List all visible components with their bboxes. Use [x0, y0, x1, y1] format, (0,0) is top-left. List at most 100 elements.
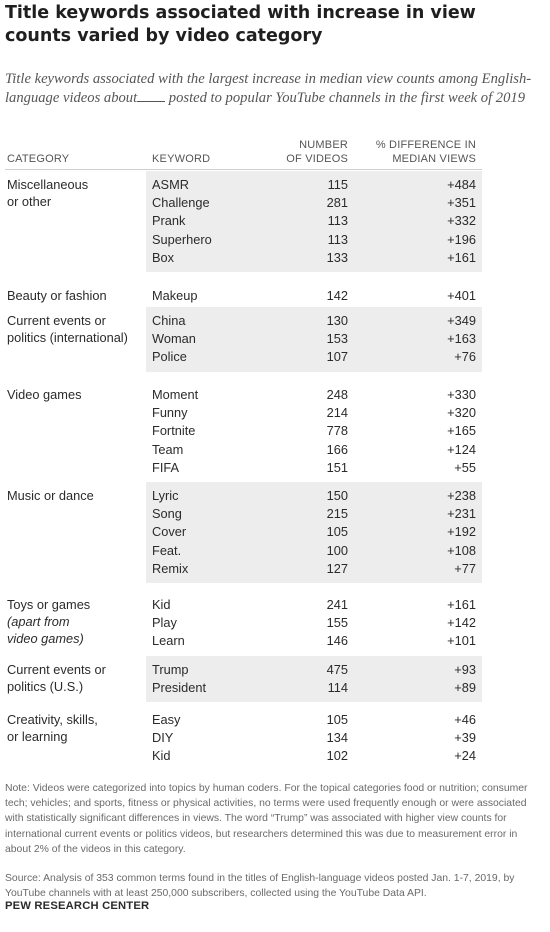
keyword-cell: Team [152, 441, 184, 457]
pct-difference-cell: +46 [454, 712, 476, 727]
keyword-cell: Play [152, 615, 177, 631]
video-count-cell: 281 [326, 195, 348, 211]
pct-difference-cell: +163 [447, 331, 476, 347]
subtitle-part-2: posted to popular YouTube channels in th… [168, 90, 525, 106]
pct-difference-cell: +161 [447, 249, 476, 265]
video-count-cell: 142 [326, 288, 348, 303]
video-count-cell: 475 [326, 662, 348, 677]
video-count-cell: 241 [326, 597, 348, 612]
video-count-cell: 166 [326, 441, 348, 457]
video-count-cell: 113 [327, 213, 348, 229]
category-label: Current events or [7, 662, 106, 677]
footnote: Note: Videos were categorized into topic… [5, 781, 545, 857]
video-count-cell: 151 [326, 459, 348, 475]
pct-difference-cell: +124 [447, 441, 476, 457]
pct-difference-cell: +77 [454, 560, 476, 576]
pct-difference-cell: +484 [447, 177, 476, 192]
video-count-cell: 133 [326, 249, 348, 265]
chart-subtitle: Title keywords associated with the large… [5, 70, 545, 108]
pct-difference-cell: +332 [447, 213, 476, 229]
video-count-cell: 105 [326, 712, 348, 727]
keyword-cell: Song [152, 506, 182, 522]
category-label: Video games [7, 387, 82, 402]
row-band [146, 171, 482, 272]
video-count-cell: 100 [326, 542, 348, 558]
pew-logo-text: PEW RESEARCH CENTER [5, 900, 150, 912]
video-count-cell: 215 [326, 506, 348, 522]
video-count-cell: 113 [327, 231, 348, 247]
header-keyword: KEYWORD [152, 153, 211, 165]
keyword-cell: ASMR [152, 177, 189, 192]
note-text: Note: Videos were categorized into topic… [5, 783, 528, 855]
video-count-cell: 248 [326, 387, 348, 402]
keyword-cell: Fortnite [152, 423, 196, 439]
pct-difference-cell: +320 [447, 405, 476, 421]
keyword-cell: Moment [152, 387, 199, 402]
keyword-cell: Kid [152, 748, 171, 764]
category-label: Music or dance [7, 488, 94, 503]
pct-difference-cell: +196 [447, 231, 476, 247]
video-count-cell: 155 [326, 615, 348, 631]
header-category: CATEGORY [7, 153, 70, 165]
source-note: Source: Analysis of 353 common terms fou… [5, 873, 515, 900]
video-count-cell: 114 [327, 680, 348, 696]
subtitle-blank [137, 89, 166, 102]
keyword-cell: Makeup [152, 288, 198, 303]
keyword-cell: DIY [152, 730, 174, 746]
video-count-cell: 127 [326, 560, 348, 576]
video-count-cell: 130 [326, 313, 348, 328]
keyword-cell: Cover [152, 524, 187, 540]
pct-difference-cell: +401 [447, 288, 476, 303]
keyword-cell: Lyric [152, 488, 179, 503]
keyword-cell: Learn [152, 633, 185, 649]
keyword-cell: Superhero [152, 231, 212, 247]
category-label: or other [7, 194, 52, 209]
pct-difference-cell: +192 [447, 524, 476, 540]
pct-difference-cell: +161 [447, 597, 476, 612]
pct-difference-cell: +330 [447, 387, 476, 402]
header-pct-line-2: MEDIAN VIEWS [392, 153, 476, 165]
category-label: or learning [7, 729, 68, 744]
video-count-cell: 102 [326, 748, 348, 764]
pct-difference-cell: +89 [454, 680, 476, 696]
keyword-cell: Funny [152, 405, 188, 421]
keyword-cell: FIFA [152, 459, 180, 475]
video-count-cell: 107 [326, 349, 348, 365]
pct-difference-cell: +349 [447, 313, 476, 328]
category-label: Creativity, skills, [7, 712, 98, 727]
keyword-cell: Prank [152, 213, 186, 229]
pct-difference-cell: +351 [447, 195, 476, 211]
pct-difference-cell: +101 [447, 633, 476, 649]
video-count-cell: 146 [326, 633, 348, 649]
category-label: politics (U.S.) [7, 679, 84, 694]
keyword-cell: Trump [152, 662, 189, 677]
subtitle-part-1: Title keywords associated with the large… [5, 71, 532, 106]
header-pct-line-1: % DIFFERENCE IN [375, 139, 476, 151]
category-label: Miscellaneous [7, 177, 89, 192]
video-count-cell: 150 [326, 488, 348, 503]
keyword-cell: Woman [152, 331, 196, 347]
pct-difference-cell: +24 [454, 748, 476, 764]
header-number-line-2: OF VIDEOS [286, 153, 348, 165]
video-count-cell: 214 [326, 405, 348, 421]
pct-difference-cell: +165 [447, 423, 476, 439]
keyword-cell: Easy [152, 712, 181, 727]
keyword-cell: Kid [152, 597, 171, 612]
pct-difference-cell: +108 [447, 542, 476, 558]
video-count-cell: 778 [326, 423, 348, 439]
chart-title: Title keywords associated with increase … [5, 3, 476, 46]
video-count-cell: 134 [326, 730, 348, 746]
keyword-cell: China [152, 313, 186, 328]
keyword-cell: Box [152, 249, 175, 265]
video-count-cell: 105 [326, 524, 348, 540]
video-count-cell: 153 [326, 331, 348, 347]
header-rule [5, 169, 482, 170]
header-number-line-1: NUMBER [299, 139, 348, 151]
keyword-cell: Challenge [152, 195, 210, 211]
pct-difference-cell: +142 [447, 615, 476, 631]
pct-difference-cell: +55 [454, 459, 476, 475]
pct-difference-cell: +238 [447, 488, 476, 503]
row-band [146, 656, 482, 703]
keyword-cell: President [152, 680, 207, 696]
